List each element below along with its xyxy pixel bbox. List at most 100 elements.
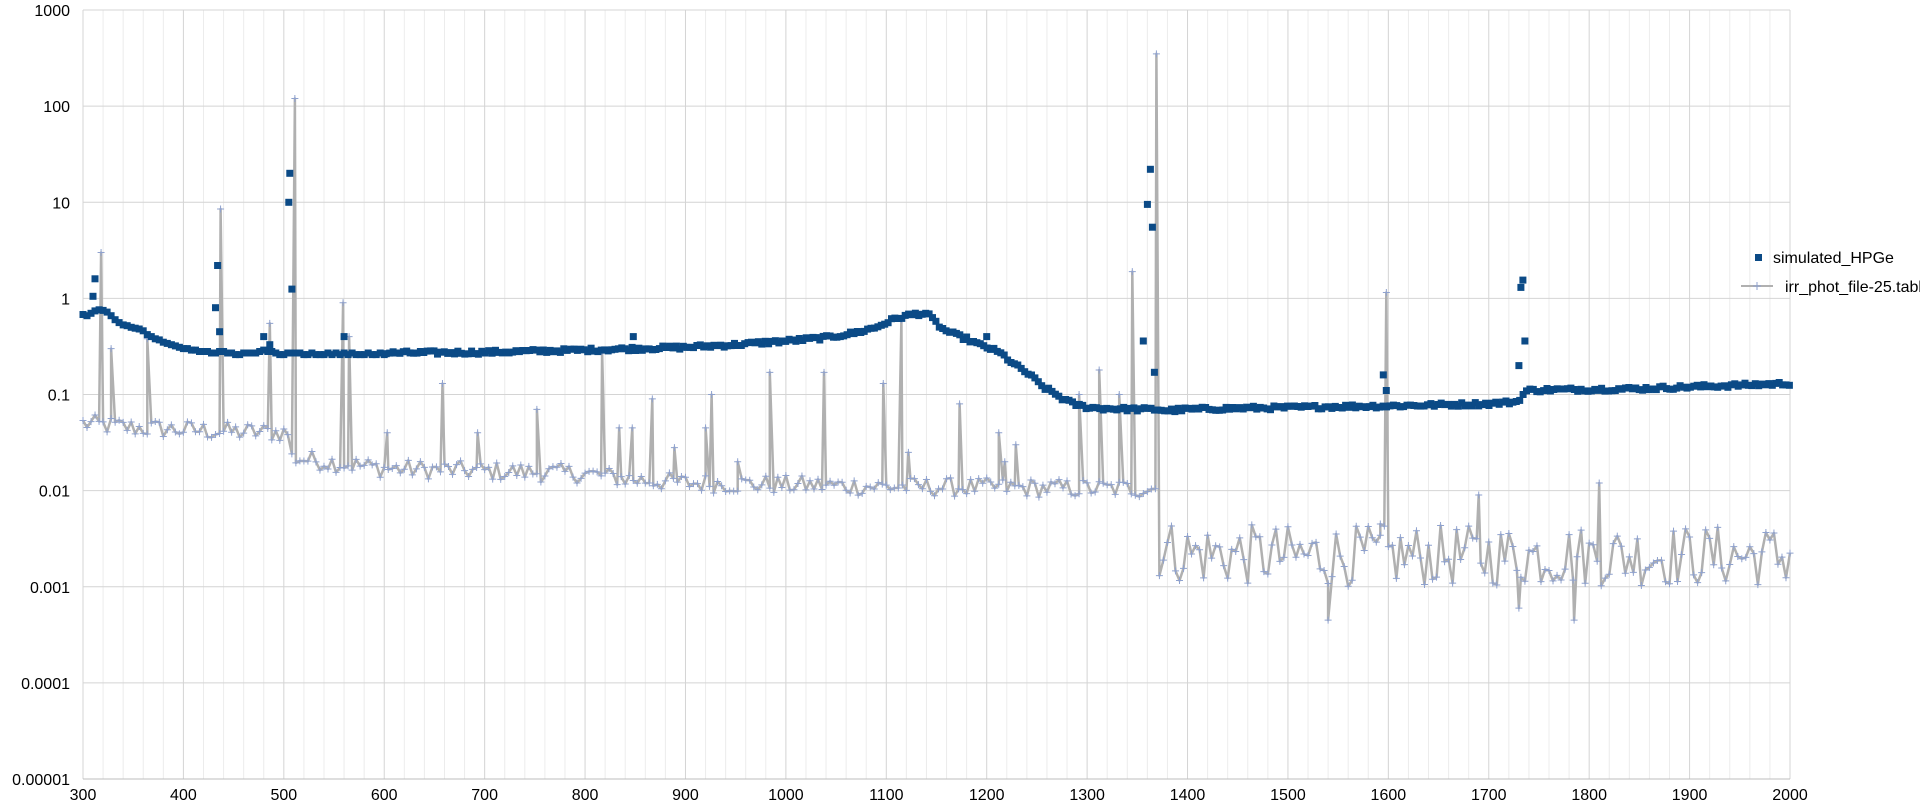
simulated-hpge-point <box>884 319 892 327</box>
irr-phot-point <box>1012 441 1020 449</box>
irr-phot-point <box>420 463 428 471</box>
x-tick-label: 300 <box>70 787 97 804</box>
irr-phot-point <box>404 456 412 464</box>
simulated-hpge-point <box>131 324 139 332</box>
irr-phot-point <box>388 464 396 472</box>
x-tick-label: 2000 <box>1772 787 1808 804</box>
simulated-hpge-point <box>1055 392 1063 400</box>
x-tick-label: 1100 <box>869 787 904 804</box>
irr-phot-point <box>995 480 1003 488</box>
irr-phot-point <box>1702 526 1710 534</box>
irr-phot-point <box>894 484 902 492</box>
irr-phot-point <box>1449 579 1457 587</box>
irr-phot-point <box>465 473 473 481</box>
irr-phot-point <box>649 482 657 490</box>
irr-phot-point <box>814 475 822 483</box>
irr-phot-point <box>139 429 147 437</box>
irr-phot-point <box>509 462 517 470</box>
irr-phot-point <box>1493 581 1501 589</box>
irr-phot-point <box>1382 289 1390 297</box>
irr-phot-point <box>830 481 838 489</box>
irr-phot-point <box>1573 553 1581 561</box>
irr-phot-point <box>922 476 930 484</box>
irr-phot-point <box>956 400 964 408</box>
irr-phot-point <box>1051 480 1059 488</box>
irr-phot-point <box>930 492 938 500</box>
simulated-hpge-point <box>1267 406 1274 414</box>
irr-phot-point <box>1754 581 1762 589</box>
irr-phot-point <box>1240 556 1248 564</box>
irr-phot-point <box>99 418 107 426</box>
irr-phot-point <box>1545 566 1553 574</box>
irr-phot-point <box>1155 572 1163 580</box>
legend-marker-irr-phot <box>1753 282 1761 290</box>
irr-phot-point <box>939 485 947 493</box>
irr-phot-point <box>1264 570 1272 578</box>
irr-phot-point <box>292 459 300 467</box>
irr-phot-point <box>617 473 625 481</box>
irr-phot-point <box>1001 458 1009 466</box>
simulated-hpge-point <box>932 317 940 325</box>
irr-phot-point <box>396 469 404 477</box>
simulated-hpge-point <box>308 349 316 357</box>
irr-phot-point <box>276 436 284 444</box>
irr-phot-point <box>493 459 501 467</box>
irr-phot-point <box>453 461 461 469</box>
irr-phot-point <box>179 428 187 436</box>
irr-phot-point <box>1429 575 1437 583</box>
irr-phot-point <box>240 429 248 437</box>
irr-phot-point <box>1786 549 1794 557</box>
x-tick-label: 1500 <box>1270 787 1306 804</box>
irr-phot-point <box>1180 564 1188 572</box>
irr-phot-point <box>1477 559 1485 567</box>
simulated-hpge-point <box>1516 396 1524 404</box>
irr-phot-point <box>702 472 710 480</box>
irr-phot-point <box>1722 577 1730 585</box>
irr-phot-point <box>621 480 629 488</box>
irr-phot-point <box>1585 539 1593 547</box>
irr-phot-point <box>1778 553 1786 561</box>
simulated-hpge-point <box>340 333 348 341</box>
irr-phot-point <box>372 460 380 468</box>
irr-phot-point <box>561 467 569 475</box>
irr-phot-point <box>288 450 296 458</box>
irr-phot-point <box>1637 582 1645 590</box>
irr-phot-point <box>123 426 131 434</box>
x-tick-label: 1700 <box>1471 787 1507 804</box>
irr-phot-point <box>1284 523 1292 531</box>
irr-phot-point <box>987 478 995 486</box>
simulated-hpge-point <box>143 331 151 339</box>
simulated-hpge-point <box>163 339 171 347</box>
irr-phot-point <box>1075 391 1083 398</box>
simulated-hpge-point <box>352 351 360 359</box>
simulated-hpge-point <box>224 349 232 357</box>
irr-phot-point <box>1135 493 1143 501</box>
irr-phot-point <box>818 486 826 494</box>
irr-phot-point <box>710 489 718 497</box>
irr-phot-point <box>1167 522 1175 530</box>
irr-phot-point <box>400 465 408 473</box>
irr-phot-point <box>284 431 292 439</box>
irr-phot-point <box>424 475 432 483</box>
simulated-hpge-point <box>324 349 332 357</box>
irr-phot-point <box>1208 554 1216 562</box>
irr-phot-point <box>163 426 171 434</box>
irr-phot-point <box>1595 479 1603 487</box>
simulated-hpge-point <box>187 346 195 354</box>
irr-phot-point <box>525 462 533 470</box>
irr-phot-point <box>199 420 207 428</box>
irr-phot-point <box>1569 576 1577 584</box>
simulated-hpge-point <box>135 325 143 333</box>
irr-phot-point <box>380 463 388 471</box>
irr-phot-point <box>159 432 167 440</box>
irr-phot-point <box>1336 552 1344 560</box>
irr-phot-point <box>802 486 810 494</box>
simulated-hpge-point <box>276 351 284 359</box>
irr-phot-point <box>601 469 609 477</box>
irr-phot-point <box>376 473 384 481</box>
irr-phot-point <box>1782 574 1790 582</box>
irr-phot-point <box>1541 565 1549 573</box>
irr-phot-point <box>1633 535 1641 543</box>
irr-phot-point <box>432 463 440 471</box>
irr-phot-point <box>356 462 364 470</box>
